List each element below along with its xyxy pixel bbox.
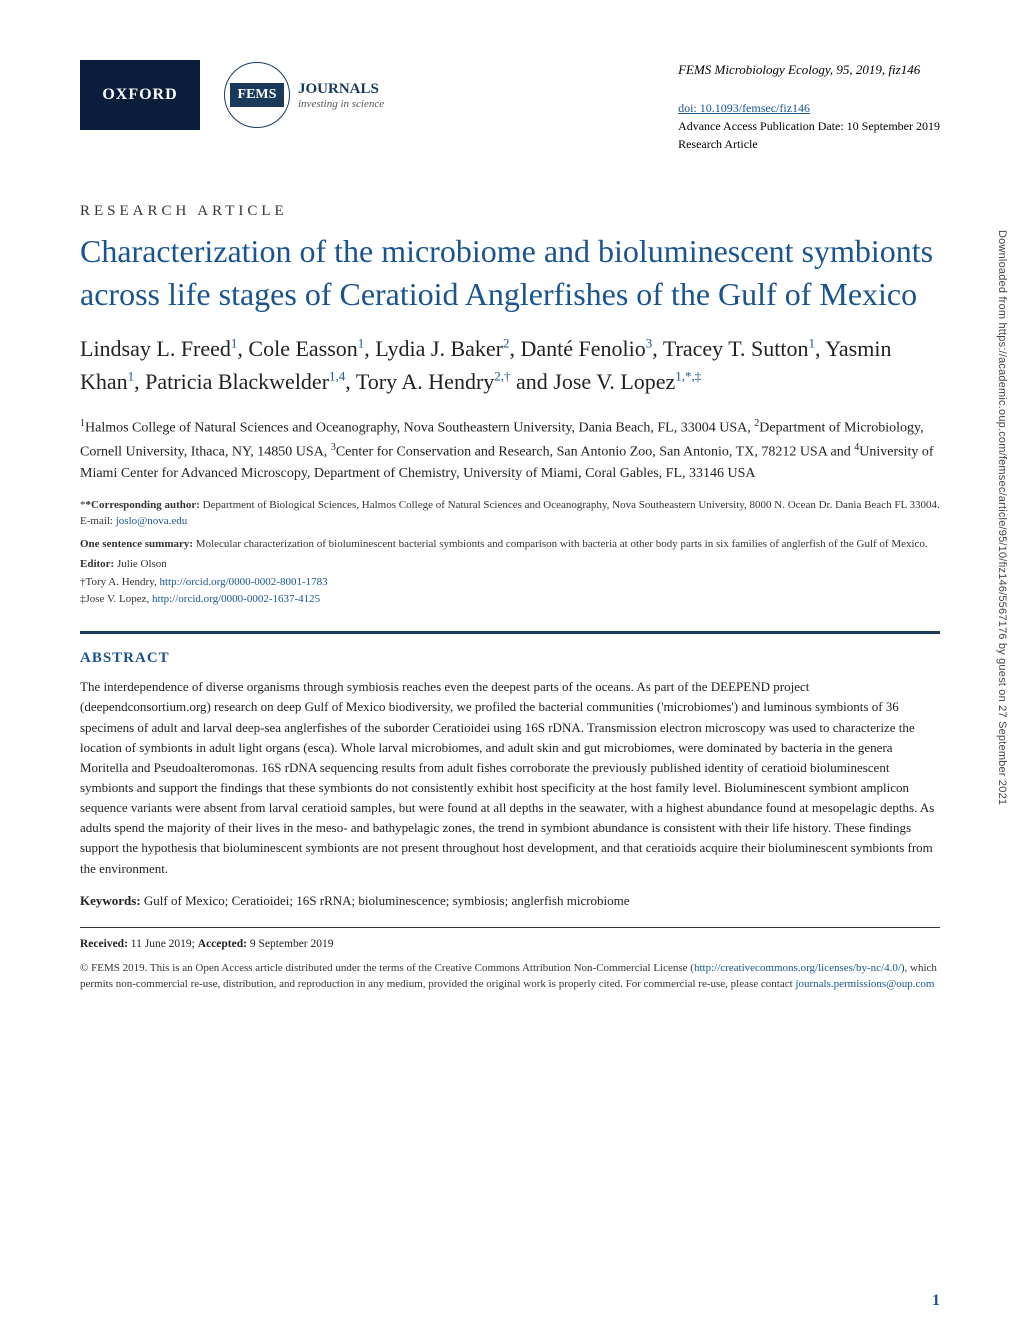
divider-thin <box>80 927 940 928</box>
one-sentence-summary: One sentence summary: Molecular characte… <box>80 536 940 553</box>
orcid2-prefix: ‡Jose V. Lopez, <box>80 593 152 605</box>
fems-inner-label: FEMS <box>230 83 285 107</box>
article-title: Characterization of the microbiome and b… <box>80 230 940 316</box>
doi-link[interactable]: doi: 10.1093/femsec/fiz146 <box>678 101 810 115</box>
orcid1-link[interactable]: http://orcid.org/0000-0002-8001-1783 <box>159 576 327 588</box>
corresponding-label: **Corresponding author: <box>80 499 200 511</box>
corresponding-text: Department of Biological Sciences, Halmo… <box>80 499 940 528</box>
received-label: Received: <box>80 938 128 950</box>
received-date: 11 June 2019; <box>128 938 198 950</box>
summary-label: One sentence summary: <box>80 538 193 550</box>
page-number: 1 <box>932 1292 940 1310</box>
article-type-label: RESEARCH ARTICLE <box>80 203 940 220</box>
copyright-block: © FEMS 2019. This is an Open Access arti… <box>80 960 940 993</box>
orcid-hendry: †Tory A. Hendry, http://orcid.org/0000-0… <box>80 574 940 591</box>
keywords-text: Gulf of Mexico; Ceratioidei; 16S rRNA; b… <box>141 893 630 908</box>
article-type-small: Research Article <box>678 135 940 153</box>
abstract-body: The interdependence of diverse organisms… <box>80 677 940 878</box>
article-page: OXFORD FEMS JOURNALS investing in scienc… <box>0 0 1020 1340</box>
oxford-logo: OXFORD <box>80 60 200 130</box>
header-row: OXFORD FEMS JOURNALS investing in scienc… <box>80 60 940 153</box>
fems-text: JOURNALS investing in science <box>298 81 384 110</box>
cc-license-link[interactable]: http://creativecommons.org/licenses/by-n… <box>694 962 901 974</box>
oxford-label: OXFORD <box>102 86 177 104</box>
editor-line: Editor: Julie Olson <box>80 558 940 570</box>
orcid2-link[interactable]: http://orcid.org/0000-0002-1637-4125 <box>152 593 320 605</box>
corresponding-bold: *Corresponding author: <box>86 499 200 511</box>
editor-label: Editor: <box>80 558 114 570</box>
corresponding-email-link[interactable]: joslo@nova.edu <box>116 515 188 527</box>
authors-list: Lindsay L. Freed1, Cole Easson1, Lydia J… <box>80 332 940 398</box>
fems-journals-label: JOURNALS <box>298 81 384 98</box>
publication-date: Advance Access Publication Date: 10 Sept… <box>678 117 940 135</box>
fems-circle-icon: FEMS <box>224 62 290 128</box>
affiliations: 1Halmos College of Natural Sciences and … <box>80 416 940 484</box>
orcid-lopez: ‡Jose V. Lopez, http://orcid.org/0000-00… <box>80 591 940 608</box>
corresponding-author: **Corresponding author: Department of Bi… <box>80 497 940 530</box>
editor-name: Julie Olson <box>114 558 167 570</box>
permissions-email-link[interactable]: journals.permissions@oup.com <box>795 978 934 990</box>
received-accepted: Received: 11 June 2019; Accepted: 9 Sept… <box>80 938 940 950</box>
copyright-text: © FEMS 2019. This is an Open Access arti… <box>80 962 694 974</box>
abstract-heading: ABSTRACT <box>80 650 940 667</box>
orcid1-prefix: †Tory A. Hendry, <box>80 576 159 588</box>
header-meta: FEMS Microbiology Ecology, 95, 2019, fiz… <box>678 60 940 153</box>
keywords-line: Keywords: Gulf of Mexico; Ceratioidei; 1… <box>80 893 940 909</box>
fems-tagline: investing in science <box>298 98 384 110</box>
summary-text: Molecular characterization of biolumines… <box>193 538 928 550</box>
fems-logo: FEMS JOURNALS investing in science <box>224 60 404 130</box>
divider-strong <box>80 631 940 634</box>
accepted-date: 9 September 2019 <box>247 938 334 950</box>
download-watermark: Downloaded from https://academic.oup.com… <box>996 230 1008 805</box>
accepted-label: Accepted: <box>198 938 247 950</box>
keywords-label: Keywords: <box>80 893 141 908</box>
journal-citation: FEMS Microbiology Ecology, 95, 2019, fiz… <box>678 60 940 80</box>
